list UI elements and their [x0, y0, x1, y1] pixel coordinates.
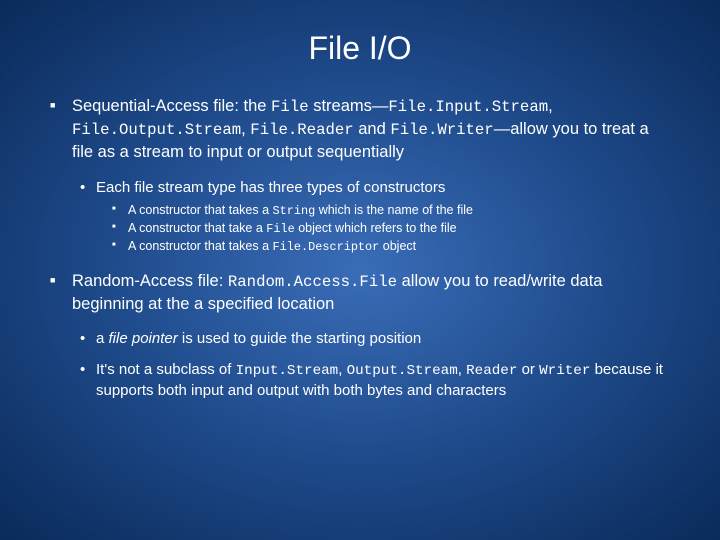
code: File.Descriptor [273, 240, 380, 254]
text: A constructor that takes a [128, 203, 273, 217]
text: streams— [309, 97, 389, 115]
text: object [379, 239, 416, 253]
text: Random-Access file: [72, 272, 228, 290]
bullet-constructors: Each file stream type has three types of… [50, 178, 670, 198]
slide: File I/O Sequential-Access file: the Fil… [0, 0, 720, 435]
bullet-constructor-descriptor: A constructor that takes a File.Descript… [50, 238, 670, 255]
text: or [517, 361, 539, 378]
text: A constructor that take a [128, 221, 266, 235]
bullet-constructor-file: A constructor that take a File object wh… [50, 220, 670, 237]
text: is used to guide the starting position [178, 330, 422, 347]
text: which is the name of the file [315, 203, 473, 217]
text: Sequential-Access file: the [72, 97, 271, 115]
text: , [548, 97, 553, 115]
code: File [266, 222, 294, 236]
bullet-random-access: Random-Access file: Random.Access.File a… [50, 270, 670, 315]
code: File.Output.Stream [72, 121, 241, 139]
spacer [50, 256, 670, 270]
code: Input.Stream [236, 363, 339, 379]
code: Random.Access.File [228, 273, 397, 291]
bullet-not-subclass: It's not a subclass of Input.Stream, Out… [50, 360, 670, 401]
slide-title: File I/O [50, 30, 670, 67]
italic-text: file pointer [109, 330, 178, 347]
code: File.Reader [250, 121, 353, 139]
text: Each file stream type has three types of… [96, 179, 445, 196]
code: File.Input.Stream [388, 98, 548, 116]
text: , [458, 361, 466, 378]
text: A constructor that takes a [128, 239, 273, 253]
code: Writer [539, 363, 590, 379]
text: It's not a subclass of [96, 361, 236, 378]
bullet-sequential-access: Sequential-Access file: the File streams… [50, 95, 670, 164]
code: Reader [466, 363, 517, 379]
text: object which refers to the file [295, 221, 457, 235]
bullet-file-pointer: a file pointer is used to guide the star… [50, 329, 670, 349]
text: a [96, 330, 109, 347]
text: , [338, 361, 346, 378]
code: File [271, 98, 309, 116]
text: and [354, 120, 391, 138]
text: , [241, 120, 250, 138]
bullet-constructor-string: A constructor that takes a String which … [50, 202, 670, 219]
code: String [273, 204, 316, 218]
code: File.Writer [390, 121, 493, 139]
code: Output.Stream [347, 363, 458, 379]
